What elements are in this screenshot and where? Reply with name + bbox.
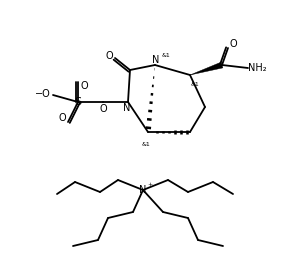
Text: O: O	[229, 39, 237, 49]
Text: &1: &1	[162, 53, 170, 57]
Text: O: O	[99, 104, 107, 114]
Text: N: N	[139, 185, 147, 195]
Text: −O: −O	[35, 89, 51, 99]
Text: +: +	[147, 183, 153, 188]
Text: O: O	[105, 51, 113, 61]
Text: &1: &1	[142, 141, 150, 146]
Text: O: O	[80, 81, 88, 91]
Text: NH₂: NH₂	[248, 63, 266, 73]
Text: &1: &1	[191, 81, 199, 87]
Polygon shape	[190, 62, 223, 75]
Text: N: N	[123, 103, 131, 113]
Text: S: S	[74, 97, 81, 107]
Text: O: O	[58, 113, 66, 123]
Text: N: N	[152, 55, 160, 65]
